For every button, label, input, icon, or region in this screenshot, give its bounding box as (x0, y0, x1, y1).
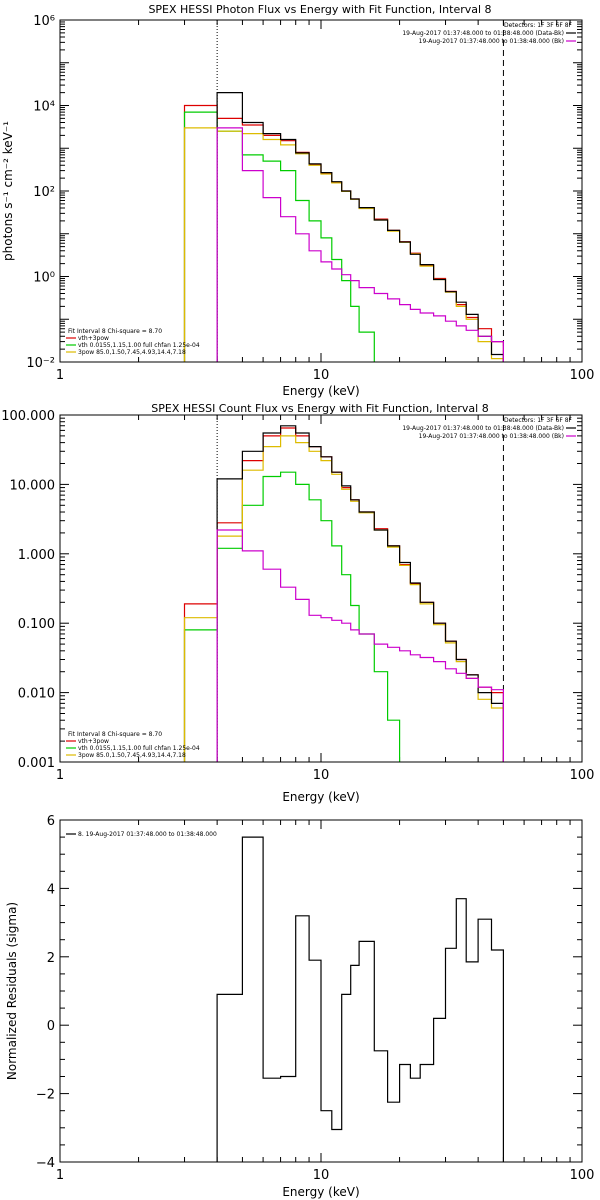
count-flux-legend-right-entry: 19-Aug-2017 01:37:48.000 to 01:38:48.000… (402, 425, 564, 432)
count-flux-marks: 1 10 100 0.001 0.010 0.100 1.000 10.000 100.000 D… (1, 409, 594, 783)
count-flux-title: SPEX HESSI Count Flux vs Energy with Fit… (151, 402, 488, 415)
photon-flux-x-tick-label: 10 (313, 368, 330, 383)
photon-flux-y-tick-label: 10⁴ (33, 100, 55, 115)
photon-flux-legend-right-entry: 19-Aug-2017 01:37:48.000 to 01:38:48.000… (402, 30, 564, 37)
photon-flux-marks: 1 10 100 10⁻² 10⁰ 10² 10⁴ 10⁶ Detectors: 1F 3F 6… (26, 14, 594, 383)
residuals-marks: 1 10 100 −4 −2 0 2 4 6 8. 19-Aug-2017 01:37:48.00… (36, 814, 595, 1183)
count-flux-y-tick-label: 0.001 (18, 756, 55, 771)
photon-flux-xlabel: Energy (keV) (282, 384, 359, 398)
count-flux-series-vth (183, 471, 504, 762)
count-flux-legend-left-entry: vth+3pow (78, 738, 109, 745)
photon-flux-series-bk (183, 127, 504, 362)
photon-flux-panel: SPEX HESSI Photon Flux vs Energy with Fi… (1, 3, 594, 398)
residuals-y-tick-label: 4 (47, 882, 55, 897)
count-flux-y-tick-label: 0.010 (18, 687, 55, 702)
count-flux-x-tick-label: 1 (56, 768, 64, 783)
photon-flux-legend-left-entry: 3pow 85.0,1.50,7.45,4.93,14.4,7.18 (78, 349, 186, 356)
count-flux-series-data-bk (183, 425, 504, 762)
photon-flux-title: SPEX HESSI Photon Flux vs Energy with Fi… (148, 3, 491, 16)
residuals-series-8-19-aug-2017-01-37-48-000-to-01-38-48-000 (216, 836, 504, 1162)
photon-flux-plot-frame (59, 19, 583, 363)
count-flux-y-tick-label: 100.000 (1, 409, 55, 424)
count-flux-x-tick-label: 100 (570, 768, 595, 783)
count-flux-legend-left-entry: vth 0.0155,1.15,1.00 full chfan 1.25e-04 (78, 745, 200, 752)
residuals-ylabel: Normalized Residuals (sigma) (5, 902, 19, 1080)
residuals-y-tick-label: 6 (47, 814, 55, 829)
residuals-panel: 1 10 100 −4 −2 0 2 4 6 8. 19-Aug-2017 01:37:48.00… (5, 814, 594, 1199)
count-flux-y-tick-label: 1.000 (18, 548, 55, 563)
count-flux-legend-right-entry: 19-Aug-2017 01:37:48.000 to 01:38:48.000… (419, 433, 564, 440)
count-flux-panel: SPEX HESSI Count Flux vs Energy with Fit… (1, 402, 594, 804)
residuals-y-tick-label: −2 (36, 1088, 55, 1103)
photon-flux-series-3pow (183, 127, 504, 362)
photon-flux-series-vth-3pow (183, 104, 504, 362)
residuals-y-tick-label: 0 (47, 1019, 55, 1034)
residuals-y-tick-label: −4 (36, 1156, 55, 1171)
count-flux-series-3pow (183, 435, 504, 762)
count-flux-y-tick-label: 10.000 (10, 478, 56, 493)
count-flux-x-tick-label: 10 (313, 768, 330, 783)
count-flux-series-bk (183, 529, 504, 762)
photon-flux-legend-left-entry: Fit Interval 8 Chi-square = 8.70 (68, 328, 162, 335)
count-flux-legend-right-entry: Detectors: 1F 3F 6F 8F (504, 417, 573, 424)
photon-flux-legend-right-entry: Detectors: 1F 3F 6F 8F (504, 22, 573, 29)
photon-flux-legend-left-entry: vth 0.0155,1.15,1.00 full chfan 1.25e-04 (78, 342, 200, 349)
residuals-y-tick-label: 2 (47, 951, 55, 966)
residuals-x-tick-label: 100 (570, 1168, 595, 1183)
photon-flux-series-data-bk (183, 92, 504, 362)
count-flux-legend-left-entry: Fit Interval 8 Chi-square = 8.70 (68, 731, 162, 738)
residuals-x-tick-label: 10 (313, 1168, 330, 1183)
photon-flux-y-tick-label: 10² (33, 185, 55, 200)
photon-flux-legend-left-entry: vth+3pow (78, 335, 109, 342)
photon-flux-x-tick-label: 100 (570, 368, 595, 383)
residuals-plot-frame (59, 819, 583, 1163)
photon-flux-y-tick-label: 10⁰ (33, 271, 55, 286)
count-flux-xlabel: Energy (keV) (282, 790, 359, 804)
photon-flux-legend-right-entry: 19-Aug-2017 01:37:48.000 to 01:38:48.000… (419, 38, 564, 45)
photon-flux-y-tick-label: 10⁶ (33, 14, 55, 29)
residuals-xlabel: Energy (keV) (282, 1185, 359, 1199)
count-flux-plot-frame (59, 414, 583, 763)
residuals-x-tick-label: 1 (56, 1168, 64, 1183)
photon-flux-ylabel: photons s⁻¹ cm⁻² keV⁻¹ (1, 121, 15, 261)
photon-flux-series-vth (183, 111, 504, 362)
photon-flux-x-tick-label: 1 (56, 368, 64, 383)
count-flux-y-tick-label: 0.100 (18, 617, 55, 632)
count-flux-legend-left-entry: 3pow 85.0,1.50,7.45,4.93,14.4,7.18 (78, 752, 186, 759)
count-flux-series-vth-3pow (183, 427, 504, 762)
photon-flux-y-tick-label: 10⁻² (26, 356, 55, 371)
residuals-legend-left-entry: 8. 19-Aug-2017 01:37:48.000 to 01:38:48.… (78, 831, 217, 838)
